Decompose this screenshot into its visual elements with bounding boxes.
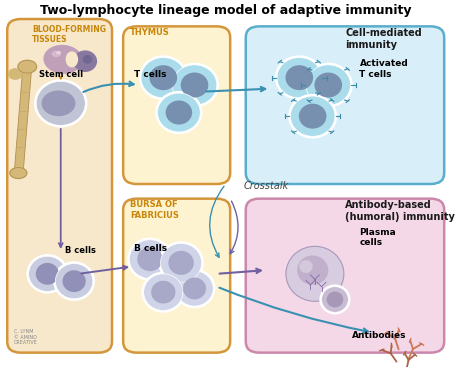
Polygon shape (14, 67, 32, 177)
Ellipse shape (151, 281, 175, 304)
Ellipse shape (299, 260, 313, 273)
Ellipse shape (155, 91, 202, 134)
Text: Stem cell: Stem cell (39, 70, 83, 79)
Ellipse shape (306, 65, 351, 105)
Ellipse shape (63, 270, 86, 292)
Ellipse shape (149, 65, 177, 90)
FancyBboxPatch shape (7, 19, 112, 353)
Ellipse shape (66, 52, 77, 67)
Ellipse shape (52, 51, 60, 56)
Text: Antibodies: Antibodies (352, 330, 407, 340)
Ellipse shape (42, 91, 75, 116)
Ellipse shape (173, 269, 216, 308)
Ellipse shape (137, 247, 163, 271)
FancyArrowPatch shape (210, 186, 224, 257)
Ellipse shape (144, 274, 183, 311)
Ellipse shape (277, 57, 321, 98)
Ellipse shape (321, 287, 348, 312)
Text: Activated
T cells: Activated T cells (359, 59, 408, 79)
Text: C. LYNM
© AMINO
CREATIVE: C. LYNM © AMINO CREATIVE (14, 329, 38, 345)
Text: Two-lymphocyte lineage model of adaptive immunity: Two-lymphocyte lineage model of adaptive… (40, 4, 411, 17)
Ellipse shape (158, 241, 204, 284)
Text: T cells: T cells (134, 70, 167, 78)
Ellipse shape (28, 256, 66, 291)
Ellipse shape (57, 52, 60, 54)
Ellipse shape (83, 56, 91, 63)
Ellipse shape (170, 63, 219, 107)
Ellipse shape (55, 263, 93, 299)
Ellipse shape (288, 94, 337, 138)
Ellipse shape (319, 284, 351, 315)
Ellipse shape (299, 104, 327, 129)
Ellipse shape (168, 251, 194, 275)
Ellipse shape (36, 81, 85, 125)
Ellipse shape (127, 237, 173, 281)
Ellipse shape (44, 46, 82, 73)
Ellipse shape (285, 65, 313, 90)
FancyBboxPatch shape (123, 199, 230, 353)
Text: Antibody-based
(humoral) immunity: Antibody-based (humoral) immunity (345, 201, 455, 222)
Ellipse shape (327, 291, 343, 307)
Ellipse shape (18, 60, 36, 73)
Ellipse shape (36, 263, 59, 285)
Text: THYMUS: THYMUS (130, 28, 170, 37)
Text: BLOOD-FORMING
TISSUES: BLOOD-FORMING TISSUES (32, 25, 106, 44)
Ellipse shape (314, 72, 342, 98)
Text: Crosstalk: Crosstalk (244, 181, 289, 191)
Ellipse shape (181, 72, 209, 98)
Ellipse shape (53, 261, 95, 301)
Text: B cells: B cells (134, 244, 167, 253)
Ellipse shape (27, 254, 68, 294)
Text: Cell-mediated
immunity: Cell-mediated immunity (345, 28, 422, 50)
Ellipse shape (161, 243, 201, 282)
Ellipse shape (275, 55, 324, 100)
Ellipse shape (141, 272, 185, 313)
Ellipse shape (129, 240, 171, 279)
Ellipse shape (165, 100, 192, 124)
Ellipse shape (297, 255, 328, 285)
Ellipse shape (172, 65, 217, 105)
FancyBboxPatch shape (246, 199, 444, 353)
Ellipse shape (74, 51, 96, 71)
Ellipse shape (304, 63, 353, 107)
Ellipse shape (9, 69, 22, 79)
Ellipse shape (291, 96, 335, 136)
FancyArrowPatch shape (230, 201, 238, 254)
FancyBboxPatch shape (123, 26, 230, 184)
Ellipse shape (10, 167, 27, 178)
Ellipse shape (34, 79, 88, 128)
FancyBboxPatch shape (246, 26, 444, 184)
Text: Plasma
cells: Plasma cells (359, 228, 396, 247)
Ellipse shape (286, 246, 344, 301)
Ellipse shape (157, 93, 201, 132)
Ellipse shape (139, 55, 188, 100)
Ellipse shape (141, 57, 186, 98)
Text: B cells: B cells (65, 247, 96, 255)
Text: BURSA OF
FABRICIUS: BURSA OF FABRICIUS (130, 201, 179, 220)
Ellipse shape (176, 271, 213, 306)
Ellipse shape (183, 277, 206, 300)
